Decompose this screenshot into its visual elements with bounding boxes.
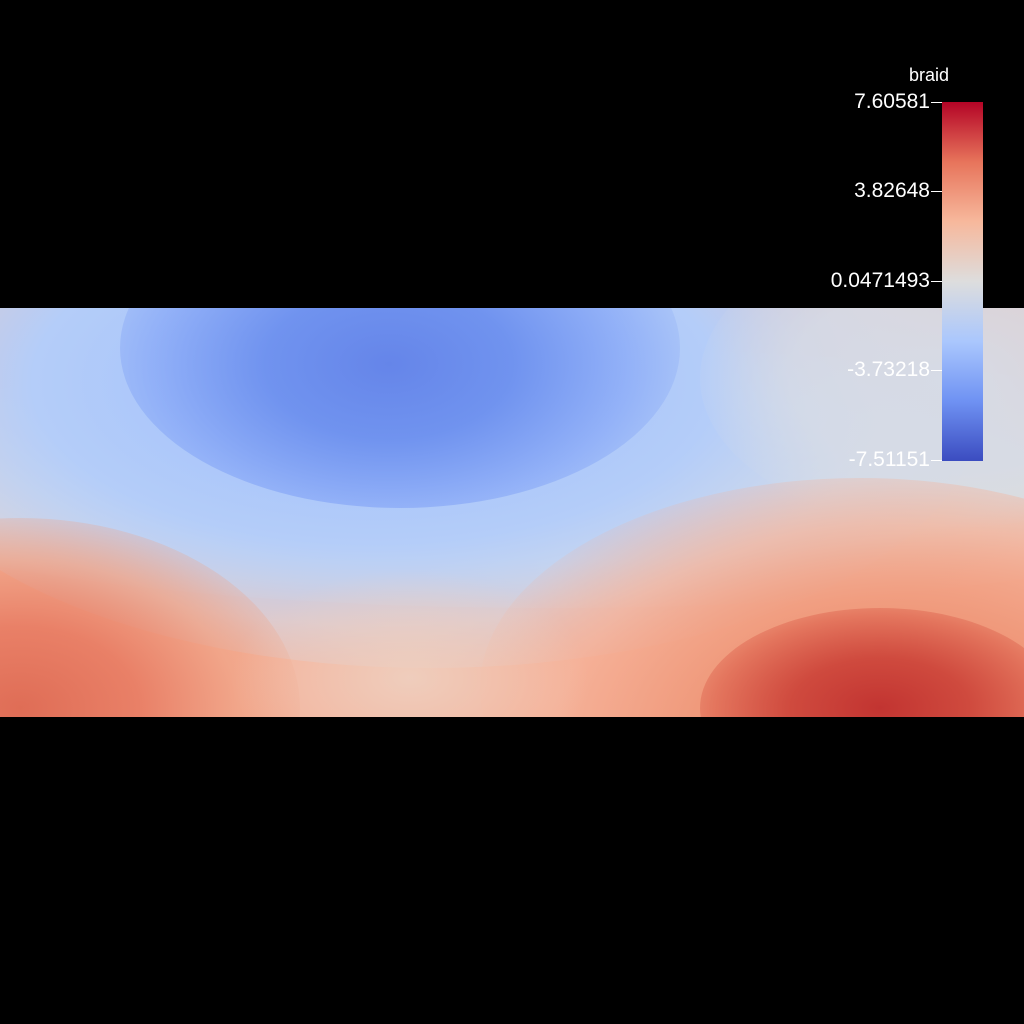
colorbar-tick-label: 0.0471493 xyxy=(830,269,930,292)
colorbar-tick-mark xyxy=(931,281,942,282)
colorbar-tick-mark xyxy=(931,460,942,461)
colorbar-legend: braid 7.60581 3.82648 0.0471493 -3.73218… xyxy=(800,60,1024,480)
colorbar-tick-label: -7.51151 xyxy=(848,448,930,471)
colorbar-tick-mark xyxy=(931,370,942,371)
scalar-field-plot xyxy=(0,308,1024,717)
colorbar-tick-label: 7.60581 xyxy=(854,90,930,113)
colorbar-tick-label: 3.82648 xyxy=(854,179,930,202)
colorbar-gradient xyxy=(942,102,983,461)
colorbar-tick-mark xyxy=(931,191,942,192)
colorbar-title: braid xyxy=(908,65,950,85)
colorbar-tick-label: -3.73218 xyxy=(847,358,930,381)
colorbar-tick-mark xyxy=(931,102,942,103)
